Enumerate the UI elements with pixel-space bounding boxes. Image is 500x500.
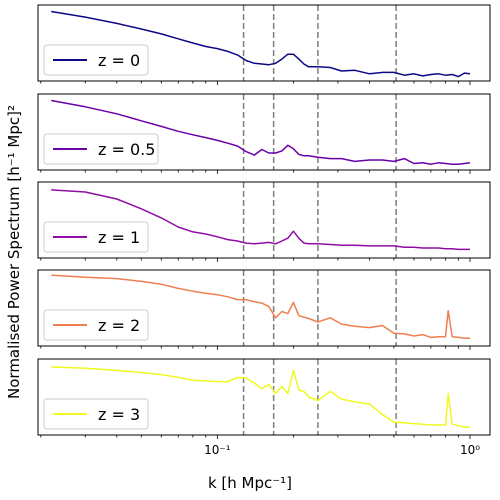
panel-frame [37,93,491,171]
panel-z-2: z = 2 [37,269,491,350]
panel-z-3: z = 3 [37,358,491,439]
panel-z-1: z = 1 [37,181,491,262]
legend: z = 0 [43,44,149,76]
panels-group: z = 0 z = 0.5 z = 1 z = 2 z = 3 [37,4,491,439]
series-line-z-0 [51,10,471,78]
legend-box [43,221,149,253]
legend-label: z = 2 [98,316,140,335]
legend-box [43,398,149,430]
shared-x-axis: 10⁻¹ 10⁰ [204,443,480,457]
legend: z = 0.5 [43,133,159,165]
y-axis-label: Normalised Power Spectrum [h⁻¹ Mpc]² [5,105,23,399]
legend-label: z = 3 [98,405,140,424]
panel-frame [37,269,491,347]
legend: z = 1 [43,221,149,253]
panel-z-0: z = 0 [37,4,491,85]
series-line-z-3 [51,366,470,428]
series-line-z-2 [51,274,470,339]
panel-frame [37,181,491,259]
x-tick-label: 10⁰ [460,443,480,457]
series-line-z-0-5 [51,99,471,165]
panel-frame [37,358,491,436]
legend: z = 2 [43,309,149,341]
legend-box [43,309,149,341]
legend-label: z = 0 [98,51,140,70]
legend-box [43,133,159,165]
x-tick-label: 10⁻¹ [204,443,231,457]
legend-label: z = 0.5 [98,140,155,159]
legend-box [43,44,149,76]
series-line-z-1 [51,189,470,251]
legend: z = 3 [43,398,149,430]
panel-z-0-5: z = 0.5 [37,93,491,174]
panel-frame [37,4,491,82]
legend-label: z = 1 [98,228,140,247]
x-axis-label: k [h Mpc⁻¹] [208,474,292,492]
